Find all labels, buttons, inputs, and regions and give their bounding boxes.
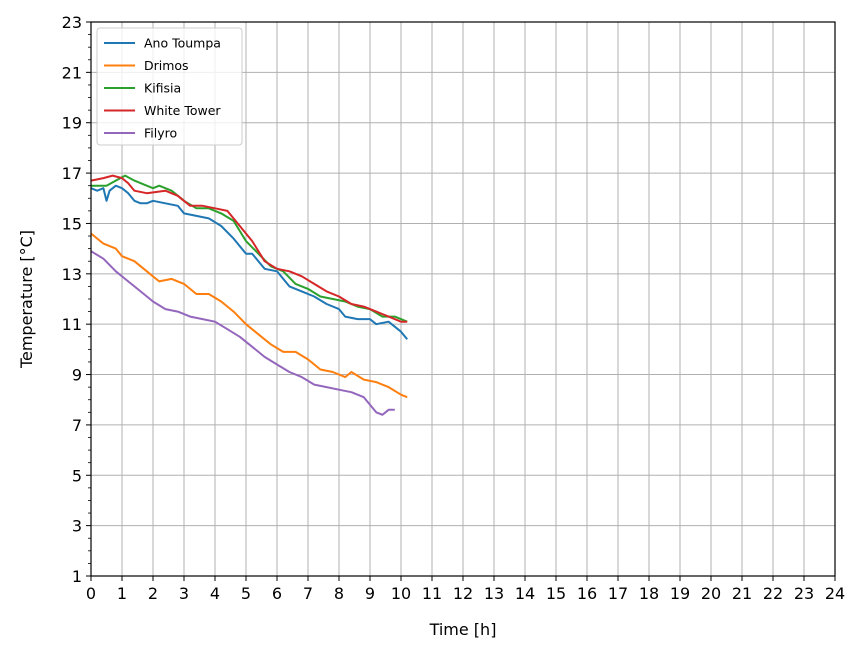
- x-tick-label: 4: [210, 584, 220, 603]
- legend-label: Filyro: [144, 126, 177, 141]
- y-tick-label: 3: [72, 517, 82, 536]
- x-tick-label: 20: [701, 584, 721, 603]
- x-tick-label: 12: [453, 584, 473, 603]
- series-line: [90, 184, 408, 340]
- x-tick-label: 1: [117, 584, 127, 603]
- x-tick-label: 22: [763, 584, 783, 603]
- x-tick-label: 16: [577, 584, 597, 603]
- x-tick-label: 19: [670, 584, 690, 603]
- x-tick-label: 17: [608, 584, 628, 603]
- y-tick-label: 19: [62, 114, 82, 133]
- series-line: [90, 250, 395, 416]
- x-tick-label: 23: [794, 584, 814, 603]
- y-tick-label: 11: [62, 315, 82, 334]
- legend-label: White Tower: [144, 103, 221, 118]
- y-tick-label: 17: [62, 164, 82, 183]
- y-tick-label: 1: [72, 567, 82, 586]
- x-tick-label: 15: [546, 584, 566, 603]
- x-tick-label: 7: [303, 584, 313, 603]
- legend: Ano Toumpa Drimos Kifisia White Tower Filyro: [96, 27, 243, 146]
- x-tick-label: 13: [484, 584, 504, 603]
- series-line: [90, 232, 408, 399]
- legend-label: Ano Toumpa: [144, 36, 221, 51]
- x-tick-label: 11: [422, 584, 442, 603]
- x-tick-label: 10: [391, 584, 411, 603]
- y-axis-title: Temperature [°C]: [17, 230, 36, 369]
- y-tick-label: 5: [72, 466, 82, 485]
- x-tick-label: 24: [825, 584, 845, 603]
- x-axis-title: Time [h]: [429, 620, 497, 639]
- y-tick-label: 23: [62, 13, 82, 32]
- y-tick-label: 13: [62, 265, 82, 284]
- legend-label: Drimos: [144, 58, 189, 73]
- plot-frame: [90, 21, 836, 577]
- series-line: [91, 174, 408, 323]
- y-tick-label: 7: [72, 416, 82, 435]
- x-tick-label: 0: [86, 584, 96, 603]
- x-tick-label: 6: [272, 584, 282, 603]
- x-tick-label: 5: [241, 584, 251, 603]
- x-tick-label: 18: [639, 584, 659, 603]
- x-tick-label: 9: [365, 584, 375, 603]
- legend-frame: [96, 27, 243, 146]
- legend-label: Kifisia: [144, 81, 181, 96]
- x-tick-label: 8: [334, 584, 344, 603]
- x-tick-label: 3: [179, 584, 189, 603]
- series-line: [90, 174, 408, 323]
- y-tick-label: 15: [62, 214, 82, 233]
- x-tick-label: 2: [148, 584, 158, 603]
- axis-ticks: 0 1 2 3 4 5 6 7 8 9 10 11 12 13 14 15 16 17 18 19 20 21 22 23 24…: [62, 13, 846, 603]
- x-tick-label: 21: [732, 584, 752, 603]
- series-lines: [90, 174, 408, 416]
- y-tick-label: 21: [62, 63, 82, 82]
- y-tick-label: 9: [72, 366, 82, 385]
- x-tick-label: 14: [515, 584, 535, 603]
